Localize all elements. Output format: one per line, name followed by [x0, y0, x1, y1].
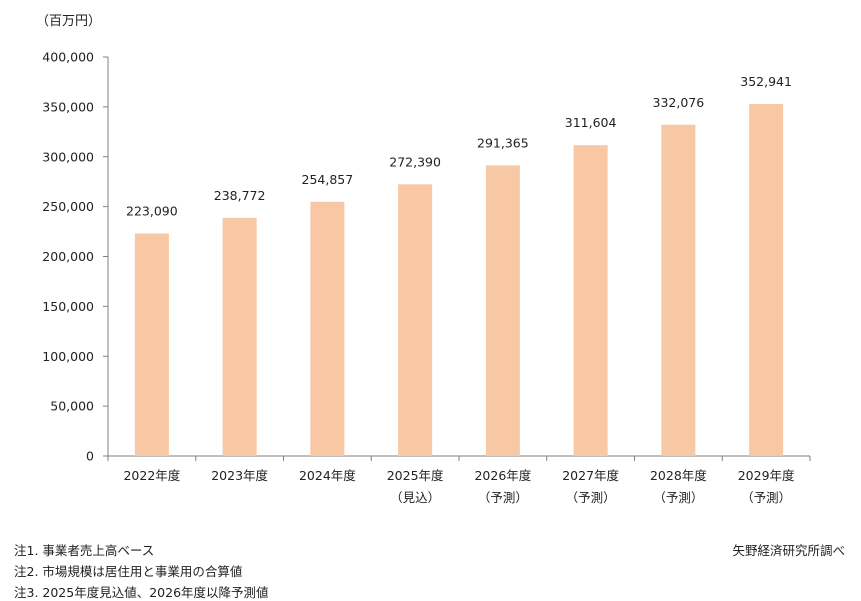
bar [661, 124, 696, 457]
x-category-label: 2025年度 [387, 468, 444, 483]
y-tick-label: 400,000 [42, 50, 94, 65]
source-credit: 矢野経済研究所調べ [732, 543, 845, 558]
x-category-label: （予測） [566, 490, 616, 505]
y-tick-label: 350,000 [42, 99, 94, 114]
bar [134, 233, 169, 456]
x-category-label: 2026年度 [474, 468, 531, 483]
x-category-label: 2027年度 [562, 468, 619, 483]
bar [749, 103, 784, 457]
x-category-label: 2023年度 [211, 468, 268, 483]
bar [222, 217, 257, 456]
x-category-label: （予測） [653, 490, 703, 505]
x-category-label: 2024年度 [299, 468, 356, 483]
x-category-label: （予測） [478, 490, 528, 505]
bar [398, 184, 433, 457]
x-category-label: 2028年度 [650, 468, 707, 483]
y-tick-label: 50,000 [50, 399, 94, 414]
data-label: 332,076 [653, 95, 705, 110]
data-label: 291,365 [477, 135, 529, 150]
data-label: 238,772 [214, 188, 266, 203]
y-tick-label: 200,000 [42, 249, 94, 264]
data-label: 254,857 [302, 172, 354, 187]
y-tick-label: 150,000 [42, 299, 94, 314]
note-3: 注3. 2025年度見込値、2026年度以降予測値 [14, 585, 269, 600]
y-tick-label: 0 [86, 449, 94, 464]
y-tick-label: 100,000 [42, 349, 94, 364]
note-1: 注1. 事業者売上高ベース [14, 543, 155, 558]
x-category-label: 2022年度 [123, 468, 180, 483]
note-2: 注2. 市場規模は居住用と事業用の合算値 [14, 564, 243, 579]
y-tick-label: 250,000 [42, 199, 94, 214]
bar [310, 201, 345, 456]
bar [573, 145, 608, 457]
x-category-label: 2029年度 [738, 468, 795, 483]
data-label: 223,090 [126, 203, 178, 218]
y-tick-label: 300,000 [42, 149, 94, 164]
x-category-label: （予測） [741, 490, 791, 505]
bar [485, 165, 520, 457]
x-category-label: （見込） [390, 490, 440, 505]
data-label: 311,604 [565, 115, 617, 130]
y-axis-unit-label: （百万円） [36, 14, 102, 29]
data-label: 272,390 [389, 154, 441, 169]
data-label: 352,941 [740, 74, 792, 89]
